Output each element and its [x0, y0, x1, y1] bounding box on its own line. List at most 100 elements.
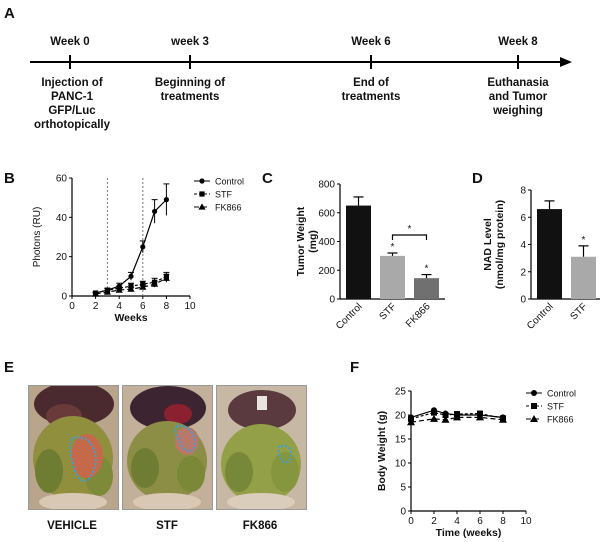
- timeline-event-text: orthotopically: [34, 119, 111, 131]
- legend-label: FK866: [215, 203, 242, 213]
- data-point-fk866: [127, 285, 135, 292]
- photo-caption-stf: STF: [156, 520, 178, 532]
- legend-marker-fk866: [198, 203, 206, 210]
- significance-marker: *: [582, 235, 586, 246]
- significance-marker: *: [391, 242, 395, 253]
- timeline-event-text: GFP/Luc: [48, 105, 96, 117]
- significance-bracket: [391, 234, 428, 240]
- significance-marker: *: [408, 224, 412, 235]
- data-point-fk866: [407, 418, 415, 426]
- significance-marker: *: [425, 264, 429, 275]
- data-point-stf: [431, 409, 437, 416]
- legend-label: FK866: [547, 415, 574, 425]
- timeline-events: Week 0 Injection of PANC-1 GFP/Luc orthotopi…: [34, 36, 549, 131]
- bar-stf: [571, 256, 596, 299]
- y-axis-label: Photons (RU): [32, 207, 43, 268]
- legend-label: STF: [215, 190, 233, 200]
- x-tick-label: 4: [116, 301, 122, 312]
- x-tick-label: 10: [184, 301, 196, 312]
- y-tick-label: 800: [318, 180, 335, 191]
- data-point-fk866: [103, 288, 111, 295]
- timeline-week-label: week 3: [170, 36, 209, 48]
- category-label: STF: [377, 301, 398, 322]
- panel-label-c: C: [262, 170, 273, 187]
- legend-label: Control: [215, 177, 244, 187]
- panel-label-e: E: [4, 359, 14, 376]
- y-tick-label: 4: [520, 240, 526, 251]
- y-tick-label: 15: [395, 435, 407, 446]
- timeline-week-label: Week 0: [50, 36, 89, 48]
- data-point-stf: [442, 412, 449, 418]
- legend-label: STF: [547, 402, 565, 412]
- bar-control: [537, 209, 562, 299]
- data-point-fk866: [499, 415, 507, 423]
- y-tick-label: 2: [520, 267, 526, 278]
- y-tick-label: 6: [520, 213, 526, 224]
- data-point-control: [163, 197, 169, 203]
- y-tick-label: 0: [520, 295, 526, 306]
- data-point-fk866: [476, 413, 484, 421]
- y-tick-label: 0: [400, 507, 406, 518]
- data-point-fk866: [453, 413, 461, 421]
- bar-fk866: [414, 278, 439, 299]
- x-tick-label: 0: [69, 301, 75, 312]
- category-label: Control: [334, 301, 365, 332]
- chart-b-photons: 0 2 4 6 8 10 0 20 40 60 Weeks Photons (RU) Control ST…: [32, 174, 244, 325]
- y-tick-label: 600: [318, 208, 335, 219]
- panel-label-b: B: [4, 170, 15, 187]
- y-tick-label: 400: [318, 237, 335, 248]
- x-tick-label: 8: [500, 516, 506, 527]
- y-tick-label: 10: [395, 459, 407, 470]
- data-point-control: [152, 208, 158, 215]
- timeline-event-text: PANC-1: [51, 91, 94, 103]
- chart-f-body-weight: 0 2 4 6 8 10 0 5 10 15 20 25 Time (weeks) Body Weight…: [376, 387, 576, 540]
- timeline-week-label: Week 8: [498, 36, 538, 48]
- x-axis-label: Time (weeks): [436, 527, 502, 539]
- data-point-control: [128, 273, 134, 279]
- timeline-event-text: treatments: [342, 91, 401, 103]
- timeline: [30, 57, 572, 67]
- x-tick-label: 2: [431, 516, 437, 527]
- timeline-event-text: End of: [353, 77, 389, 89]
- data-point-fk866: [115, 286, 123, 293]
- data-point-fk866: [151, 280, 159, 287]
- data-point-fk866: [92, 290, 100, 297]
- x-tick-label: 2: [93, 301, 99, 312]
- legend-marker-control: [199, 178, 205, 184]
- x-tick-label: 4: [454, 516, 460, 527]
- legend-marker-control: [531, 390, 537, 396]
- panel-label-a: A: [4, 5, 15, 22]
- timeline-event-text: and Tumor: [489, 91, 548, 103]
- y-tick-label: 8: [520, 186, 526, 197]
- photo-caption-fk866: FK866: [243, 520, 278, 532]
- y-axis-label: (mg): [307, 230, 319, 253]
- timeline-arrowhead: [560, 57, 572, 67]
- y-tick-label: 5: [400, 483, 406, 494]
- y-tick-label: 0: [61, 292, 67, 303]
- y-axis-label: NAD Level: [482, 218, 494, 271]
- timeline-event-text: Beginning of: [155, 77, 225, 89]
- photo-caption-vehicle: VEHICLE: [47, 520, 97, 532]
- y-tick-label: 25: [395, 387, 407, 398]
- bar-stf: [380, 255, 405, 299]
- timeline-event-text: weighing: [492, 105, 543, 117]
- photo-vehicle: [28, 385, 119, 510]
- data-point-fk866: [430, 414, 438, 422]
- category-label: STF: [568, 301, 589, 322]
- x-axis-label: Weeks: [114, 312, 147, 324]
- series-line-stf: [410, 411, 504, 420]
- category-label: FK866: [404, 301, 433, 330]
- legend-marker-fk866: [530, 415, 538, 422]
- y-tick-label: 20: [56, 252, 68, 263]
- series-line-fk866: [410, 416, 504, 423]
- y-axis-label: (nmol/mg protein): [494, 200, 506, 289]
- y-tick-label: 20: [395, 411, 407, 422]
- y-axis-label: Body Weight (g): [376, 411, 388, 491]
- legend-marker-stf: [531, 403, 537, 409]
- chart-d-nad-level: 0 2 4 6 8 Control * STF NAD Level (nmol/mg protei…: [482, 186, 600, 332]
- timeline-event-text: Injection of: [41, 77, 103, 89]
- photo-stf: [122, 385, 213, 510]
- y-tick-label: 200: [318, 266, 335, 277]
- data-point-fk866: [441, 415, 450, 423]
